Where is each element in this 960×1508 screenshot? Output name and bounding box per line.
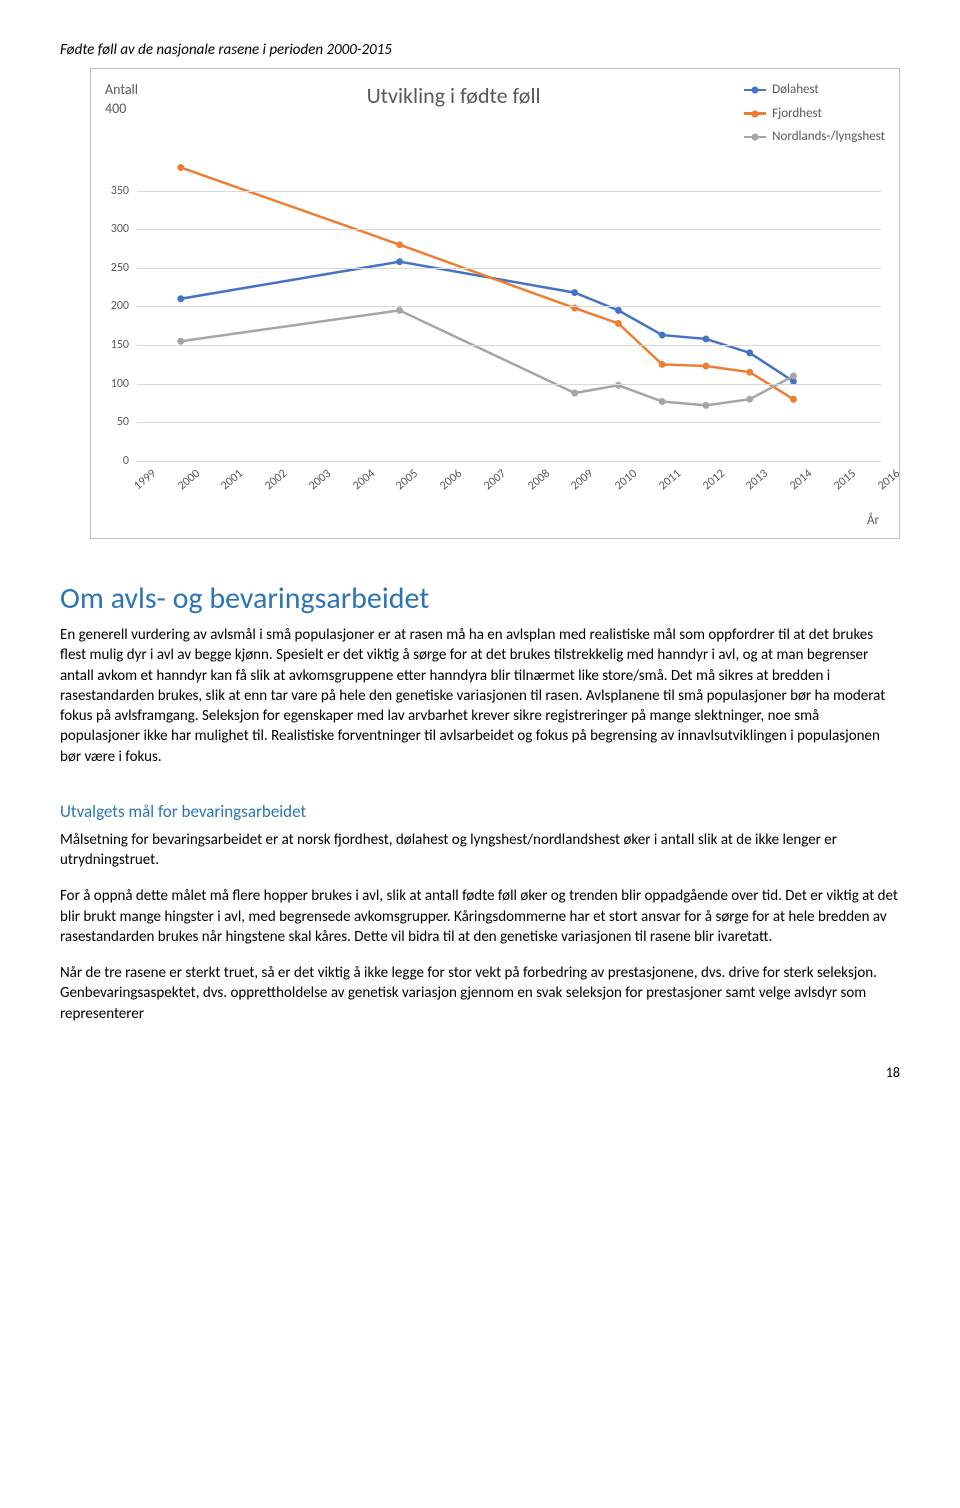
y-tick-label: 150 — [111, 337, 137, 353]
series-marker-nordlands — [703, 402, 710, 409]
page-number: 18 — [60, 1064, 900, 1083]
series-marker-fjordhest — [659, 361, 666, 368]
chart-title: Utvikling i fødte føll — [163, 81, 744, 111]
series-marker-dolahest — [659, 331, 666, 338]
gridline — [137, 345, 881, 346]
gridline — [137, 191, 881, 192]
y-tick-label: 250 — [111, 260, 137, 276]
legend-label-fjordhest: Fjordhest — [772, 105, 822, 123]
y-max-label: 400 — [105, 100, 126, 117]
subsection-heading: Utvalgets mål for bevaringsarbeidet — [60, 801, 900, 824]
x-ticks: 1999200020012002200320042005200620072008… — [137, 462, 881, 482]
series-marker-nordlands — [790, 372, 797, 379]
series-marker-fjordhest — [177, 164, 184, 171]
legend-swatch-dolahest — [744, 89, 766, 92]
series-marker-dolahest — [703, 335, 710, 342]
series-marker-dolahest — [746, 349, 753, 356]
x-axis-title: År — [105, 512, 879, 530]
y-tick-label: 0 — [123, 453, 137, 469]
series-line-dolahest — [181, 262, 794, 382]
legend-swatch-nordlands — [744, 136, 766, 139]
intro-paragraph: En generell vurdering av avlsmål i små p… — [60, 625, 900, 767]
legend: Dølahest Fjordhest Nordlands-/lyngshest — [744, 81, 885, 146]
series-marker-fjordhest — [703, 362, 710, 369]
plot-area: 050100150200250300350 — [137, 152, 881, 462]
legend-label-nordlands: Nordlands-/lyngshest — [772, 128, 885, 146]
chart-container: Antall 400 Utvikling i fødte føll Dølahe… — [90, 68, 900, 538]
gridline — [137, 461, 881, 462]
series-marker-dolahest — [177, 295, 184, 302]
series-marker-nordlands — [659, 398, 666, 405]
y-tick-label: 300 — [111, 221, 137, 237]
paragraph-4: Når de tre rasene er sterkt truet, så er… — [60, 963, 900, 1024]
y-tick-label: 50 — [117, 414, 137, 430]
series-marker-fjordhest — [790, 396, 797, 403]
paragraph-2: Målsetning for bevaringsarbeidet er at n… — [60, 830, 900, 871]
series-marker-fjordhest — [615, 320, 622, 327]
y-tick-label: 200 — [111, 298, 137, 314]
y-tick-label: 100 — [111, 376, 137, 392]
figure-caption: Fødte føll av de nasjonale rasene i peri… — [60, 40, 900, 60]
series-marker-nordlands — [396, 307, 403, 314]
series-marker-fjordhest — [396, 241, 403, 248]
legend-swatch-fjordhest — [744, 112, 766, 115]
y-tick-label: 350 — [111, 182, 137, 198]
gridline — [137, 306, 881, 307]
legend-item-fjordhest: Fjordhest — [744, 105, 885, 123]
section-heading: Om avls- og bevaringsarbeidet — [60, 579, 900, 620]
series-marker-dolahest — [571, 289, 578, 296]
legend-item-dolahest: Dølahest — [744, 81, 885, 99]
paragraph-3: For å oppnå dette målet må flere hopper … — [60, 886, 900, 947]
gridline — [137, 268, 881, 269]
chart-header: Antall 400 Utvikling i fødte føll Dølahe… — [105, 81, 885, 146]
y-axis-title-text: Antall — [105, 81, 138, 98]
series-marker-fjordhest — [746, 369, 753, 376]
series-line-nordlands — [181, 310, 794, 405]
gridline — [137, 229, 881, 230]
series-marker-nordlands — [177, 338, 184, 345]
series-marker-nordlands — [571, 389, 578, 396]
y-axis-title: Antall 400 — [105, 81, 163, 119]
gridline — [137, 384, 881, 385]
series-marker-nordlands — [746, 396, 753, 403]
series-marker-dolahest — [615, 307, 622, 314]
gridline — [137, 422, 881, 423]
legend-label-dolahest: Dølahest — [772, 81, 819, 99]
legend-item-nordlands: Nordlands-/lyngshest — [744, 128, 885, 146]
series-marker-dolahest — [396, 258, 403, 265]
